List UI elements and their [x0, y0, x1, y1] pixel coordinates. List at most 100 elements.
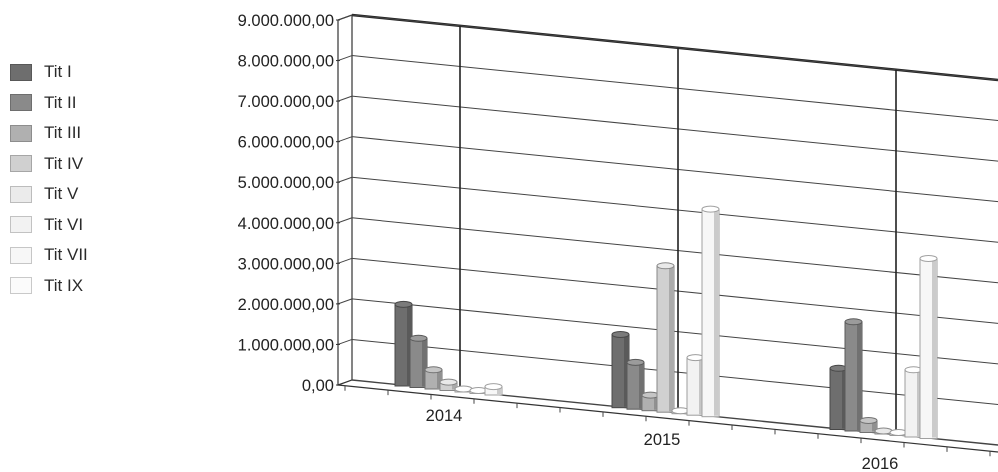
bar-top [874, 427, 893, 435]
legend-label: Tit VI [44, 214, 84, 234]
bar-top [439, 378, 458, 386]
gridline [351, 217, 998, 284]
floor-front-edge [337, 384, 998, 453]
y-tick-label: 2.000.000,00 [238, 296, 334, 314]
y-tick-label: 8.000.000,00 [238, 53, 334, 71]
left-wall [337, 14, 353, 386]
y-tick-label: 7.000.000,00 [238, 93, 334, 111]
gridline [351, 55, 998, 122]
legend-swatch [10, 246, 32, 264]
legend-item: Tit V [10, 179, 88, 210]
gridline [351, 298, 998, 365]
bar-shade [669, 267, 673, 412]
legend-label: Tit V [44, 184, 79, 204]
gridline [351, 176, 998, 243]
legend-item: Tit III [10, 118, 88, 149]
y-axis-tick-labels: 0,00 1.000.000,00 2.000.000,00 3.000.000,00… [238, 12, 340, 395]
legend-swatch [10, 94, 32, 112]
y-tick-label: 9.000.000,00 [238, 12, 334, 30]
side-gridline [337, 55, 353, 62]
bar-top [469, 387, 488, 394]
legend-label: Tit I [44, 62, 72, 82]
legend-item: Tit IV [10, 149, 88, 180]
bar-top [394, 300, 413, 308]
x-axis-tick-labels: 2014 2015 2016 [344, 385, 991, 472]
bar-shade [497, 388, 501, 394]
bar-shade [917, 371, 921, 436]
y-tick-label: 3.000.000,00 [238, 255, 334, 273]
legend-swatch [10, 216, 32, 234]
legend-swatch [10, 185, 32, 203]
bar-shade [407, 306, 411, 385]
bar-shade [437, 371, 441, 388]
bar-shade [857, 323, 861, 430]
gridline [351, 14, 998, 81]
bar-shade [422, 340, 426, 387]
bar-shade [932, 260, 936, 438]
side-gridline [337, 14, 353, 21]
bar-top [686, 354, 705, 362]
legend-item: Tit I [10, 57, 88, 88]
gridlines [337, 14, 998, 435]
side-gridline [337, 217, 353, 224]
bar-top [409, 334, 428, 342]
y-tick-label: 6.000.000,00 [238, 134, 334, 152]
bar-top [641, 391, 660, 399]
bar-shade [699, 359, 703, 415]
legend-swatch [10, 277, 32, 295]
bar-top [904, 366, 923, 374]
legend-swatch [10, 124, 32, 142]
legend-item: Tit VII [10, 240, 88, 271]
legend-label: Tit IX [44, 275, 84, 295]
gridline [351, 95, 998, 162]
bar-top [889, 429, 908, 436]
x-tick-label: 2015 [644, 431, 681, 449]
side-gridline [337, 298, 353, 305]
bar-top [829, 364, 848, 372]
bar-top [626, 358, 645, 366]
legend-swatch [10, 155, 32, 173]
bar-shade [452, 384, 456, 390]
gridline [351, 338, 998, 405]
gridline [351, 257, 998, 324]
x-tick-label: 2014 [426, 407, 463, 425]
bar-shade [654, 397, 658, 410]
legend-label: Tit VII [44, 245, 88, 265]
side-gridline [337, 95, 353, 102]
legend-item: Tit IX [10, 271, 88, 302]
bars [394, 205, 938, 439]
bar-top [671, 407, 690, 415]
bar-top [611, 331, 630, 338]
bar-shade [639, 364, 643, 409]
y-tick-label: 1.000.000,00 [238, 336, 334, 354]
bar-top [656, 262, 675, 270]
chart-legend: Tit I Tit II Tit III Tit IV Tit V Tit VI Tit V… [10, 57, 88, 301]
x-tick-label: 2016 [862, 455, 899, 472]
side-gridline [337, 136, 353, 143]
y-tick-label: 0,00 [302, 377, 334, 395]
bar-shade [842, 370, 846, 429]
bar-top [844, 318, 863, 326]
bar-shade [872, 422, 876, 432]
bar-top [484, 383, 503, 391]
bar-top [859, 417, 878, 424]
side-gridline [337, 338, 353, 345]
bar-top [919, 255, 938, 262]
side-gridline [337, 176, 353, 183]
gridline [351, 136, 998, 203]
legend-swatch [10, 63, 32, 81]
bar-top [424, 366, 443, 374]
side-gridline [337, 257, 353, 264]
bar-shade [714, 211, 718, 416]
y-tick-label: 5.000.000,00 [238, 174, 334, 192]
legend-label: Tit II [44, 92, 77, 112]
bar-shade [624, 336, 628, 407]
bar-top [454, 385, 473, 393]
legend-item: Tit VI [10, 210, 88, 241]
legend-label: Tit IV [44, 153, 84, 173]
bar-top [701, 205, 720, 213]
y-tick-label: 4.000.000,00 [238, 215, 334, 233]
legend-label: Tit III [44, 123, 82, 143]
legend-item: Tit II [10, 88, 88, 119]
